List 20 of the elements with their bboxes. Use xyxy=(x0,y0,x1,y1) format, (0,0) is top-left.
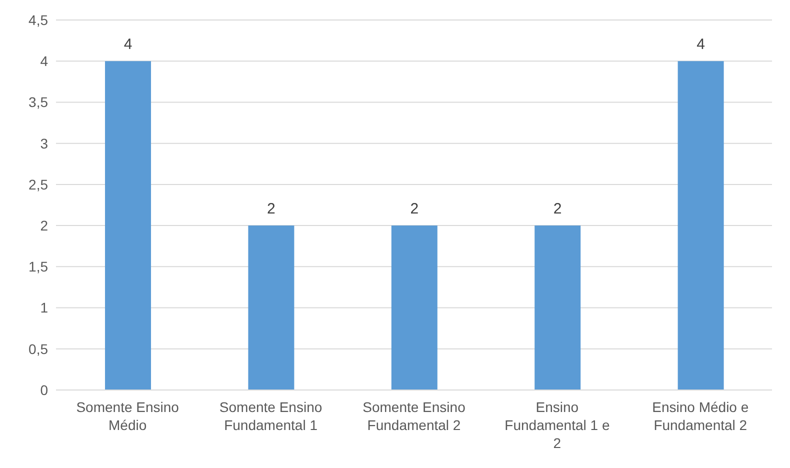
y-tick-label: 2 xyxy=(40,218,48,234)
x-tick-label: Ensino Fundamental 1 e 2 xyxy=(504,399,610,451)
y-tick-label: 3,5 xyxy=(28,94,48,110)
data-label: 2 xyxy=(267,200,276,218)
y-tick-label: 2,5 xyxy=(28,176,48,192)
y-tick-label: 1,5 xyxy=(28,258,48,275)
y-tick-label: 4 xyxy=(40,53,48,70)
x-tick-label: Somente Ensino Fundamental 2 xyxy=(362,399,466,433)
data-label: 4 xyxy=(124,36,132,54)
y-tick-label: 1 xyxy=(40,300,48,316)
x-tick-label: Somente Ensino Fundamental 1 xyxy=(219,399,322,433)
y-tick-label: 0,5 xyxy=(28,340,48,357)
data-label: 2 xyxy=(410,200,419,218)
x-tick-label: Ensino Médio e Fundamental 2 xyxy=(652,399,749,433)
y-tick-label: 0 xyxy=(40,382,48,398)
data-label: 2 xyxy=(553,200,562,218)
x-tick-label: Somente Ensino Médio xyxy=(76,399,180,433)
y-tick-label: 4,5 xyxy=(28,12,48,28)
y-tick-label: 3 xyxy=(40,135,48,152)
data-label: 4 xyxy=(696,36,705,54)
